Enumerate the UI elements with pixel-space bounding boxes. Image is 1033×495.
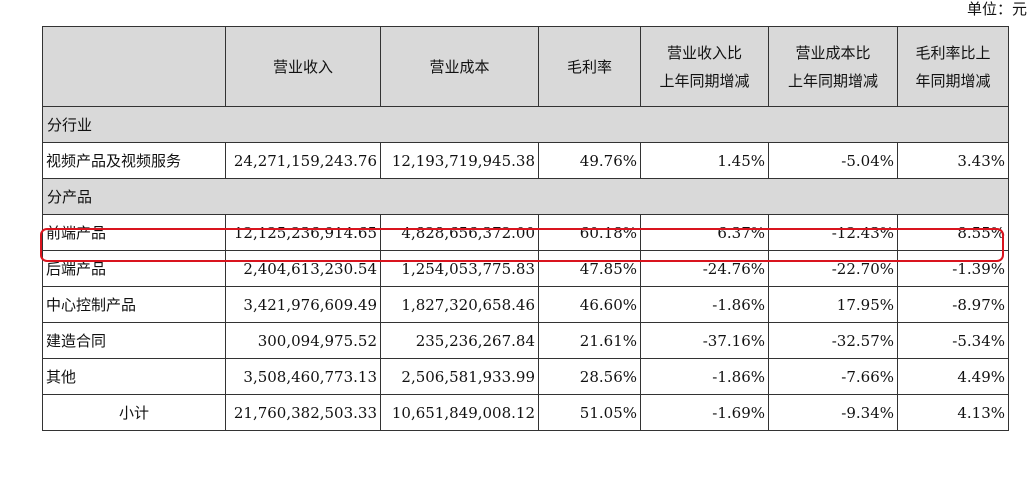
row-cost: 12,193,719,945.38	[380, 142, 539, 179]
table-row: 建造合同 300,094,975.52 235,236,267.84 21.61…	[42, 322, 1009, 359]
row-name: 后端产品	[42, 250, 226, 287]
subtotal-revenue: 21,760,382,503.33	[225, 394, 381, 431]
row-cost-change: -7.66%	[768, 358, 898, 395]
header-cost-change: 营业成本比上年同期增减	[768, 26, 898, 107]
row-margin-change: 3.43%	[897, 142, 1009, 179]
table-row: 中心控制产品 3,421,976,609.49 1,827,320,658.46…	[42, 286, 1009, 323]
row-revenue: 3,421,976,609.49	[225, 286, 381, 323]
row-cost: 1,254,053,775.83	[380, 250, 539, 287]
row-revenue-change: 1.45%	[640, 142, 769, 179]
header-margin-change: 毛利率比上年同期增减	[897, 26, 1009, 107]
table-row: 前端产品 12,125,236,914.65 4,828,656,372.00 …	[42, 214, 1009, 251]
row-name: 建造合同	[42, 322, 226, 359]
row-margin: 49.76%	[538, 142, 641, 179]
header-revenue-change-line2: 上年同期增减	[659, 71, 750, 90]
row-name: 其他	[42, 358, 226, 395]
row-cost: 2,506,581,933.99	[380, 358, 539, 395]
header-revenue-change: 营业收入比上年同期增减	[640, 26, 769, 107]
row-cost-change: -22.70%	[768, 250, 898, 287]
subtotal-margin: 51.05%	[538, 394, 641, 431]
row-margin: 60.18%	[538, 214, 641, 251]
header-cost-change-line2: 上年同期增减	[787, 71, 878, 90]
header-blank	[42, 26, 226, 107]
row-cost: 235,236,267.84	[380, 322, 539, 359]
row-cost-change: 17.95%	[768, 286, 898, 323]
table-row: 后端产品 2,404,613,230.54 1,254,053,775.83 4…	[42, 250, 1009, 287]
header-cost: 营业成本	[380, 26, 539, 107]
row-name: 中心控制产品	[42, 286, 226, 323]
subtotal-cost: 10,651,849,008.12	[380, 394, 539, 431]
row-cost-change: -32.57%	[768, 322, 898, 359]
row-revenue-change: -37.16%	[640, 322, 769, 359]
table-row: 其他 3,508,460,773.13 2,506,581,933.99 28.…	[42, 358, 1009, 395]
row-cost: 4,828,656,372.00	[380, 214, 539, 251]
row-revenue: 300,094,975.52	[225, 322, 381, 359]
subtotal-cost-change: -9.34%	[768, 394, 898, 431]
row-revenue: 2,404,613,230.54	[225, 250, 381, 287]
row-margin-change: -5.34%	[897, 322, 1009, 359]
row-name: 前端产品	[42, 214, 226, 251]
row-revenue-change: -1.86%	[640, 286, 769, 323]
row-cost-change: -5.04%	[768, 142, 898, 179]
row-revenue: 12,125,236,914.65	[225, 214, 381, 251]
row-cost: 1,827,320,658.46	[380, 286, 539, 323]
row-margin-change: -1.39%	[897, 250, 1009, 287]
subtotal-row: 小计 21,760,382,503.33 10,651,849,008.12 5…	[42, 394, 1009, 431]
header-gross-margin: 毛利率	[538, 26, 641, 107]
section-label-by-industry: 分行业	[42, 106, 1009, 143]
table-row: 视频产品及视频服务 24,271,159,243.76 12,193,719,9…	[42, 142, 1009, 179]
revenue-breakdown-table: 营业收入 营业成本 毛利率 营业收入比上年同期增减 营业成本比上年同期增减 毛利…	[42, 26, 1009, 431]
row-margin: 28.56%	[538, 358, 641, 395]
row-revenue: 3,508,460,773.13	[225, 358, 381, 395]
row-margin: 46.60%	[538, 286, 641, 323]
header-margin-change-line1: 毛利率比上	[915, 43, 991, 62]
header-row: 营业收入 营业成本 毛利率 营业收入比上年同期增减 营业成本比上年同期增减 毛利…	[42, 26, 1009, 107]
header-revenue: 营业收入	[225, 26, 381, 107]
row-revenue-change: -1.86%	[640, 358, 769, 395]
row-margin-change: 8.55%	[897, 214, 1009, 251]
section-label-by-product: 分产品	[42, 178, 1009, 215]
row-name: 视频产品及视频服务	[42, 142, 226, 179]
row-margin-change: 4.49%	[897, 358, 1009, 395]
row-cost-change: -12.43%	[768, 214, 898, 251]
subtotal-revenue-change: -1.69%	[640, 394, 769, 431]
row-revenue-change: -24.76%	[640, 250, 769, 287]
header-cost-change-line1: 营业成本比	[795, 43, 871, 62]
row-margin: 47.85%	[538, 250, 641, 287]
section-row-by-product: 分产品	[42, 178, 1009, 215]
row-revenue: 24,271,159,243.76	[225, 142, 381, 179]
row-revenue-change: 6.37%	[640, 214, 769, 251]
subtotal-label: 小计	[42, 394, 226, 431]
subtotal-margin-change: 4.13%	[897, 394, 1009, 431]
row-margin-change: -8.97%	[897, 286, 1009, 323]
header-revenue-change-line1: 营业收入比	[666, 43, 742, 62]
row-margin: 21.61%	[538, 322, 641, 359]
header-margin-change-line2: 年同期增减	[915, 71, 991, 90]
unit-label: 单位：元	[966, 0, 1027, 18]
section-row-by-industry: 分行业	[42, 106, 1009, 143]
